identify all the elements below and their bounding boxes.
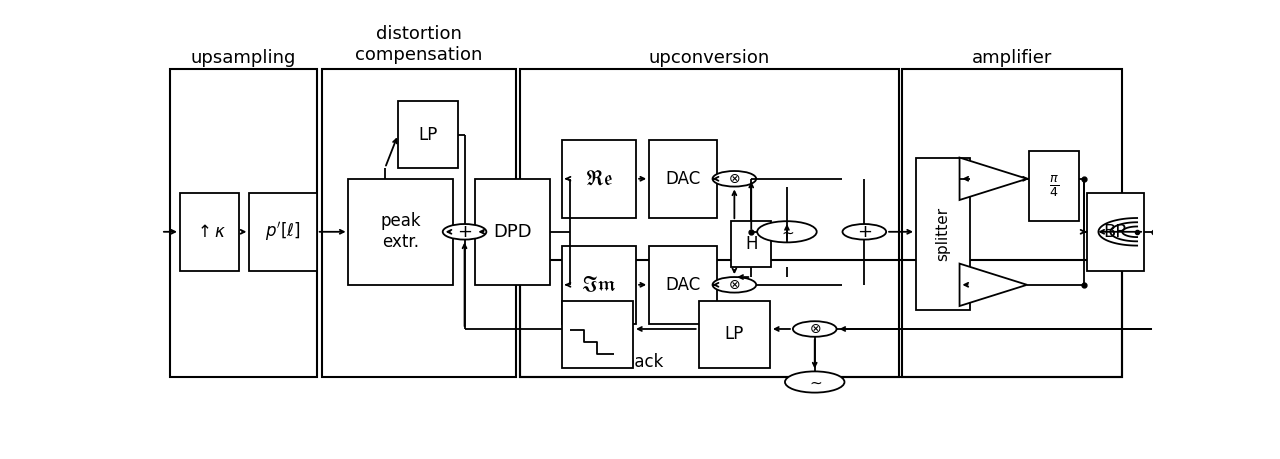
Polygon shape bbox=[960, 263, 1027, 306]
Text: amplifier: amplifier bbox=[972, 50, 1052, 67]
Text: BP: BP bbox=[1103, 223, 1126, 241]
Text: upsampling: upsampling bbox=[191, 50, 296, 67]
Text: $\uparrow\kappa$: $\uparrow\kappa$ bbox=[193, 223, 225, 241]
Text: $\sim$: $\sim$ bbox=[806, 375, 823, 390]
Text: feedback: feedback bbox=[588, 353, 664, 371]
Text: $\otimes$: $\otimes$ bbox=[728, 172, 741, 186]
Text: upconversion: upconversion bbox=[649, 50, 771, 67]
Bar bbox=[562, 246, 636, 324]
Bar bbox=[520, 69, 899, 377]
Text: $p'[\ell]$: $p'[\ell]$ bbox=[265, 220, 301, 243]
Text: distortion
compensation: distortion compensation bbox=[356, 25, 483, 64]
Bar bbox=[649, 246, 717, 324]
Text: DAC: DAC bbox=[666, 170, 700, 188]
Text: peak
extr.: peak extr. bbox=[380, 213, 421, 251]
Bar bbox=[562, 140, 636, 218]
Text: LP: LP bbox=[419, 126, 438, 144]
Text: LP: LP bbox=[724, 325, 744, 343]
Circle shape bbox=[785, 371, 845, 392]
Text: splitter: splitter bbox=[936, 207, 951, 261]
Text: $\mathfrak{Im}$: $\mathfrak{Im}$ bbox=[581, 275, 617, 295]
Bar bbox=[916, 157, 970, 309]
Text: $\mathfrak{Re}$: $\mathfrak{Re}$ bbox=[585, 169, 613, 189]
Bar bbox=[520, 260, 1123, 377]
Bar bbox=[170, 69, 316, 377]
Text: $\otimes$: $\otimes$ bbox=[728, 278, 741, 292]
Bar bbox=[398, 101, 458, 168]
Text: H: H bbox=[745, 235, 758, 253]
Text: +: + bbox=[856, 223, 872, 241]
Bar bbox=[902, 69, 1123, 377]
Circle shape bbox=[792, 321, 837, 337]
Polygon shape bbox=[960, 157, 1027, 200]
Bar bbox=[1029, 151, 1079, 221]
Bar bbox=[731, 221, 771, 267]
Bar bbox=[699, 301, 771, 368]
Bar bbox=[649, 140, 717, 218]
Text: DAC: DAC bbox=[666, 276, 700, 294]
Bar bbox=[1087, 193, 1144, 271]
Bar bbox=[475, 179, 550, 285]
Circle shape bbox=[842, 224, 886, 240]
Bar bbox=[562, 301, 634, 368]
Text: DPD: DPD bbox=[493, 223, 532, 241]
Circle shape bbox=[758, 221, 817, 242]
Bar bbox=[250, 193, 316, 271]
Circle shape bbox=[713, 277, 756, 292]
Text: $\sim$: $\sim$ bbox=[780, 224, 795, 239]
Text: +: + bbox=[457, 223, 472, 241]
Text: $\frac{\pi}{4}$: $\frac{\pi}{4}$ bbox=[1048, 173, 1059, 199]
Circle shape bbox=[443, 224, 486, 240]
Bar bbox=[179, 193, 239, 271]
Bar bbox=[321, 69, 516, 377]
Bar bbox=[348, 179, 453, 285]
Circle shape bbox=[713, 171, 756, 186]
Text: $\otimes$: $\otimes$ bbox=[809, 322, 820, 336]
